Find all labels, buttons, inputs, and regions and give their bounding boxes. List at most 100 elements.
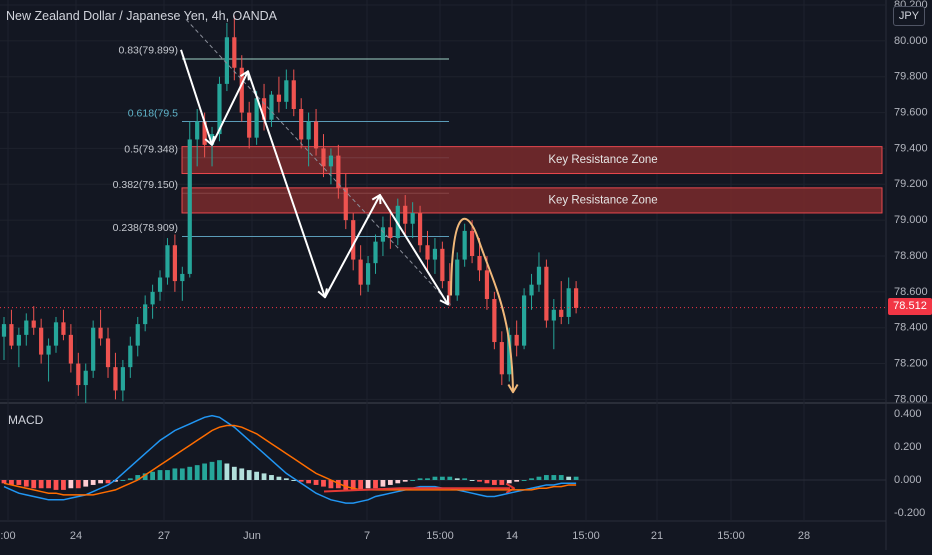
candle-up — [195, 121, 200, 140]
macd-histogram-bar — [521, 480, 527, 481]
macd-histogram-bar — [350, 480, 356, 490]
candle-up — [209, 134, 215, 145]
macd-tick-label: 0.000 — [894, 474, 922, 486]
macd-histogram-bar — [179, 468, 185, 480]
price-tick-label: 78.600 — [894, 286, 928, 298]
candles — [1, 15, 579, 403]
macd-histogram-bar — [462, 478, 468, 480]
candle-down — [343, 187, 348, 221]
macd-histogram-bar — [499, 480, 505, 485]
dashed-trend-line — [185, 19, 453, 307]
chart-title: New Zealand Dollar / Japanese Yen, 4h, O… — [6, 9, 277, 23]
fib-level-label: 0.382(79.150) — [113, 179, 178, 191]
price-tick-label: 78.200 — [894, 357, 928, 369]
macd-histogram-bar — [417, 478, 423, 480]
candle-up — [284, 80, 289, 102]
macd-histogram-bar — [1, 480, 7, 484]
macd-histogram-bar — [209, 461, 215, 480]
candle-up — [180, 273, 185, 282]
macd-histogram-bar — [283, 478, 289, 480]
candle-up — [507, 334, 512, 375]
curved-projection — [450, 217, 514, 393]
macd-histogram-bar — [343, 480, 349, 490]
candle-down — [492, 299, 497, 343]
candle-up — [46, 345, 51, 355]
curved-projection-arrowhead — [507, 384, 519, 394]
macd-histogram-bar — [439, 476, 445, 480]
signal-line — [3, 424, 577, 496]
macd-histogram-bar — [231, 466, 237, 480]
macd-histogram-bar — [529, 478, 534, 480]
candle-up — [566, 288, 571, 317]
macd-histogram-bar — [321, 480, 326, 487]
macd-histogram-bar — [558, 475, 564, 480]
candle-up — [328, 155, 334, 167]
candle-down — [425, 245, 430, 260]
fib-level-label: 0.238(78.909) — [113, 222, 178, 234]
candle-down — [440, 248, 445, 282]
candle-down — [76, 363, 81, 386]
fib-level-label: 0.618(79.5 — [128, 107, 178, 119]
fib-level-label: 0.5(79.348) — [124, 144, 178, 156]
macd-histogram-bar — [298, 480, 304, 482]
candle-down — [358, 259, 363, 285]
zigzag-projection — [180, 49, 449, 305]
candle-down — [299, 108, 304, 140]
macd-histogram-bar — [16, 480, 22, 485]
macd-histogram-bar — [224, 463, 230, 480]
candle-up — [373, 241, 378, 264]
candle-down — [559, 309, 564, 317]
macd-histogram-bar — [246, 470, 252, 480]
candle-up — [269, 94, 274, 120]
time-tick-label: 7 — [364, 530, 370, 542]
macd-histogram-bar — [387, 480, 393, 485]
macd-histogram-bar — [477, 480, 482, 482]
candle-down — [499, 342, 504, 375]
candle-down — [247, 112, 252, 138]
zigzag-arrowhead — [371, 194, 382, 205]
candle-up — [522, 295, 527, 346]
candle-up — [187, 139, 192, 274]
candle-down — [232, 37, 237, 68]
candle-up — [365, 263, 371, 285]
candle-up — [16, 334, 21, 346]
macd-histogram-bar — [373, 480, 378, 489]
macd-histogram-bar — [127, 478, 133, 480]
candle-down — [9, 324, 14, 346]
price-tick-label: 80.200 — [894, 0, 928, 11]
price-tick-label: 78.000 — [894, 393, 928, 405]
time-tick-label: :00 — [0, 530, 15, 542]
time-tick-label: 27 — [158, 530, 170, 542]
fib-level-label: 0.83(79.899) — [118, 45, 178, 57]
candle-up — [53, 322, 59, 346]
divergence-arrowhead — [505, 482, 515, 494]
resistance-zone-label: Key Resistance Zone — [548, 154, 657, 166]
candle-up — [157, 277, 163, 292]
currency-button[interactable]: JPY — [893, 6, 925, 26]
macd-tick-label: -0.200 — [894, 507, 925, 519]
zigzag-arrowhead — [204, 135, 215, 146]
candle-up — [143, 304, 148, 325]
time-tick-label: 14 — [506, 530, 518, 542]
time-tick-label: Jun — [243, 530, 261, 542]
candle-up — [455, 259, 460, 296]
macd-histogram-bar — [38, 480, 44, 489]
macd-histogram-bar — [395, 480, 401, 484]
candle-up — [462, 230, 467, 260]
macd-histogram-bar — [536, 476, 542, 480]
macd-histogram-bar — [98, 480, 103, 484]
candle-down — [31, 320, 36, 328]
resistance-zone — [181, 146, 883, 175]
macd-line — [3, 414, 577, 504]
time-tick-label: 21 — [651, 530, 663, 542]
candle-up — [1, 324, 7, 337]
candle-down — [477, 255, 482, 271]
candle-down — [544, 266, 549, 321]
macd-histogram-bar — [551, 475, 557, 480]
resistance-zone-label: Key Resistance Zone — [548, 194, 657, 206]
macd-histogram-bar — [135, 475, 141, 480]
macd-histogram-bar — [454, 478, 460, 480]
price-tick-label: 80.000 — [894, 35, 928, 47]
